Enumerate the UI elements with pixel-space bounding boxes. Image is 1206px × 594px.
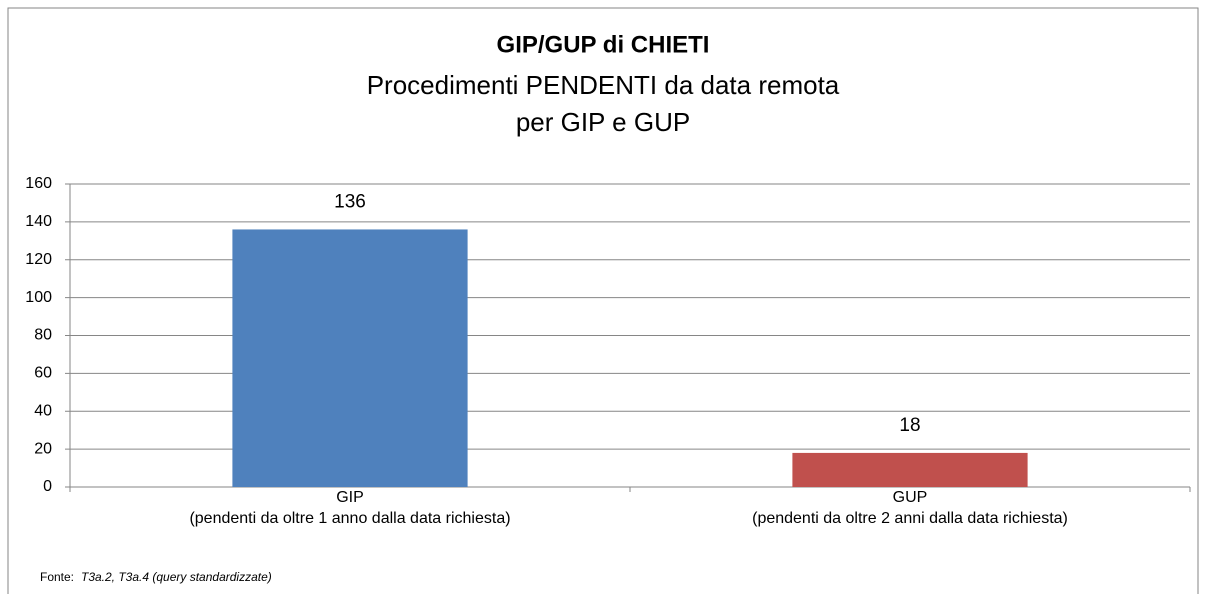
x-tick-label: GUP: [893, 489, 928, 506]
bar: [792, 452, 1028, 487]
y-tick-label: 80: [34, 327, 52, 344]
y-tick-label: 120: [25, 251, 52, 268]
x-tick-label: GIP: [336, 489, 364, 506]
y-tick-label: 140: [25, 213, 52, 230]
y-tick-label: 100: [25, 289, 52, 306]
source: T3a.2, T3a.4 (query standardizzate): [81, 570, 272, 584]
y-tick-label: 160: [25, 175, 52, 192]
chart-subtitle: Procedimenti PENDENTI da data remota: [367, 70, 840, 100]
chart-frame: [7, 7, 1199, 594]
x-tick-label: (pendenti da oltre 1 anno dalla data ric…: [189, 510, 510, 527]
chart-title: GIP/GUP di CHIETI: [497, 31, 710, 58]
y-tick-label: 20: [34, 440, 52, 457]
y-tick-label: 40: [34, 402, 52, 419]
y-tick-label: 60: [34, 365, 52, 382]
chart-subtitle: per GIP e GUP: [516, 107, 690, 137]
value-label: 136: [334, 191, 366, 212]
x-tick-label: (pendenti da oltre 2 anni dalla data ric…: [752, 510, 1068, 527]
bar: [232, 229, 468, 487]
value-label: 18: [899, 415, 920, 436]
source-label: Fonte:: [40, 570, 74, 584]
y-tick-label: 0: [43, 478, 52, 495]
